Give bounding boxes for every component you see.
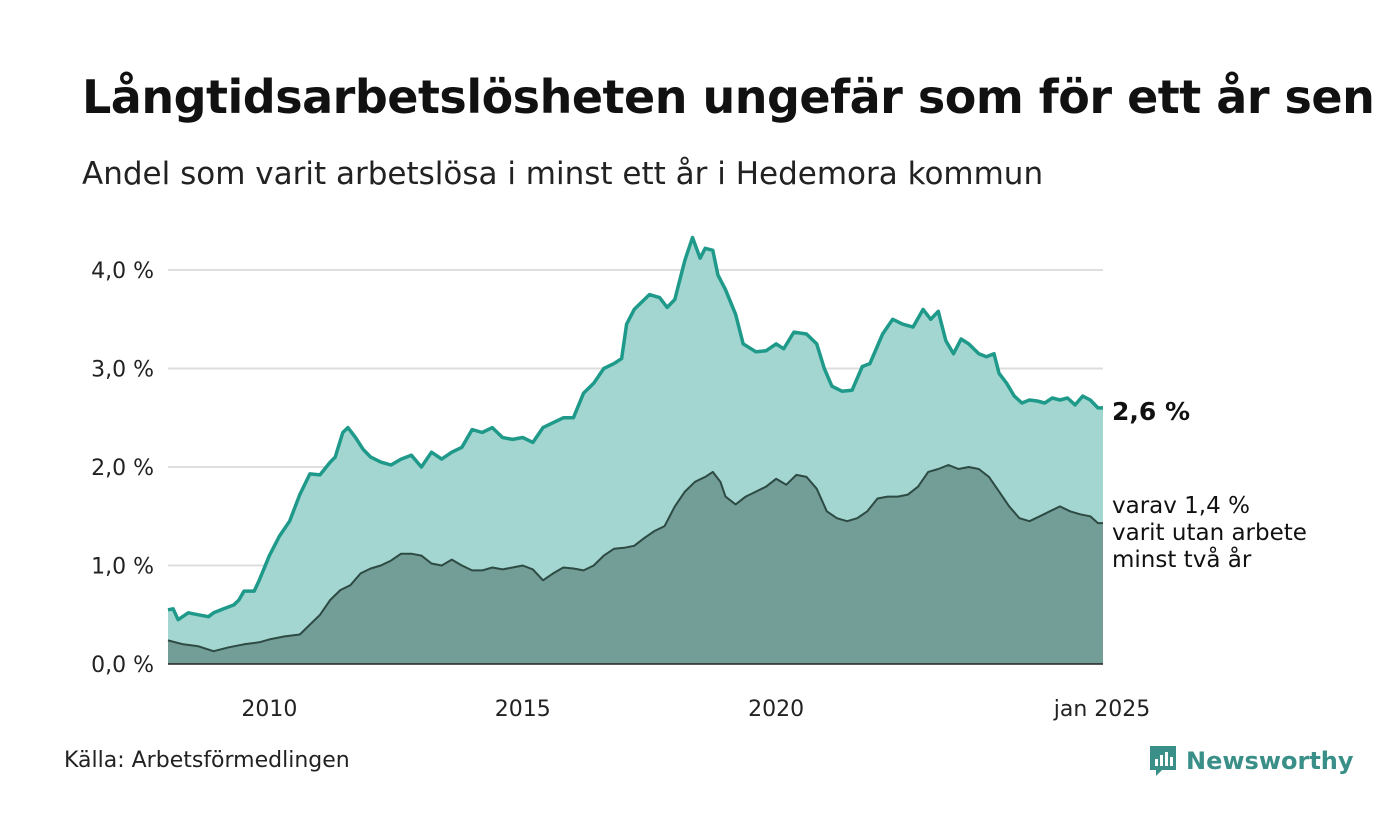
- area-long-fill: [168, 465, 1103, 664]
- logo-text: Newsworthy: [1186, 747, 1354, 775]
- y-tick-label: 4,0 %: [91, 259, 154, 284]
- y-tick-label: 3,0 %: [91, 358, 154, 383]
- long-value-label: varav 1,4 % varit utan arbete minst två år: [1112, 493, 1307, 573]
- chart-title: Långtidsarbetslösheten ungefär som för e…: [82, 70, 1375, 124]
- long-label-line: varav 1,4 %: [1112, 493, 1250, 519]
- x-tick-label: 2015: [495, 697, 551, 722]
- total-value-label: 2,6 %: [1112, 397, 1190, 426]
- newsworthy-bar-chart-icon: [1150, 746, 1176, 776]
- line-long: [167, 464, 1103, 653]
- source-note: Källa: Arbetsförmedlingen: [64, 748, 350, 773]
- chart-subtitle: Andel som varit arbetslösa i minst ett å…: [82, 156, 1044, 192]
- x-tick-label: jan 2025: [1053, 697, 1151, 722]
- long-label-line: minst två år: [1112, 545, 1252, 573]
- x-tick-label: 2020: [748, 697, 804, 722]
- newsworthy-logo: Newsworthy: [1148, 744, 1354, 778]
- y-tick-label: 1,0 %: [91, 555, 154, 580]
- line-total: [167, 235, 1103, 622]
- x-tick-label: 2010: [241, 697, 297, 722]
- y-tick-label: 0,0 %: [91, 653, 154, 678]
- long-label-line: varit utan arbete: [1112, 520, 1307, 546]
- y-tick-label: 2,0 %: [91, 456, 154, 481]
